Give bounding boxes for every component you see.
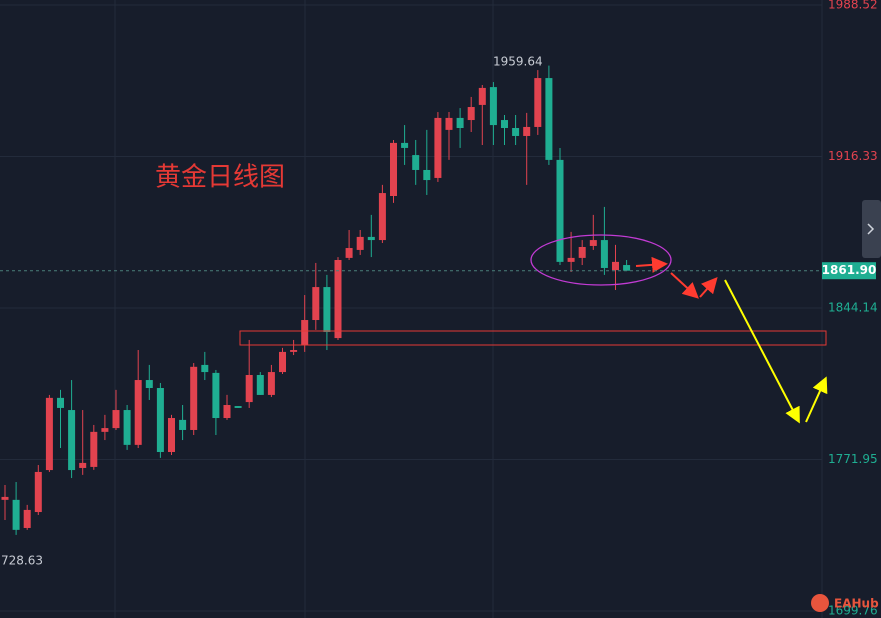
candle-body	[567, 257, 575, 262]
candle-body	[223, 405, 231, 419]
candle-body	[523, 126, 531, 136]
candle-body	[12, 499, 20, 530]
candle-body	[101, 428, 109, 432]
scroll-handle[interactable]	[862, 200, 881, 258]
chart-title: 黄金日线图	[155, 163, 285, 193]
candle-body	[345, 248, 353, 258]
y-tick-label: 1988.52	[828, 0, 878, 11]
high-label: 1959.64	[493, 55, 543, 69]
candle-body	[378, 193, 386, 241]
candle-body	[589, 240, 597, 246]
red-arrow	[699, 277, 718, 298]
highlight-ellipse	[530, 234, 672, 286]
candle-body	[168, 418, 175, 453]
candle-body	[501, 120, 508, 129]
candle-body	[356, 236, 364, 250]
candle-body	[401, 142, 409, 148]
candle-body	[134, 380, 142, 445]
candle-body	[545, 78, 553, 160]
support-zone	[239, 330, 827, 346]
candles	[1, 65, 631, 535]
candle-body	[512, 128, 520, 136]
candle-body	[234, 406, 242, 408]
candle-body	[623, 265, 631, 271]
candle-body	[79, 462, 87, 468]
red-arrow	[670, 272, 699, 299]
candle-body	[201, 364, 209, 373]
candle-body	[57, 397, 64, 408]
candle-body	[179, 419, 187, 430]
yellow-arrow	[805, 376, 828, 423]
watermark: EAHub	[834, 597, 879, 611]
candle-body	[90, 431, 98, 467]
candle-body	[156, 388, 164, 453]
y-tick-label: 1699.76	[828, 603, 878, 617]
candle-body	[312, 287, 320, 321]
candle-body	[600, 240, 608, 268]
candle-body	[456, 117, 464, 129]
y-tick-label: 1916.33	[828, 149, 878, 163]
candle-body	[45, 397, 53, 471]
candle-body	[489, 87, 497, 126]
red-arrow	[635, 256, 668, 273]
candle-body	[612, 261, 619, 271]
last-price-label: 1861.90	[822, 263, 877, 277]
watermark-icon	[811, 594, 829, 612]
candle-body	[123, 410, 131, 445]
candle-body	[245, 374, 253, 403]
candle-body	[478, 87, 486, 105]
candle-body	[212, 372, 220, 419]
candle-body	[367, 236, 375, 241]
y-tick-label: 1771.95	[828, 452, 878, 466]
candle-body	[1, 496, 9, 500]
candle-body	[267, 372, 275, 395]
candle-body	[467, 107, 475, 121]
candle-body	[34, 471, 42, 513]
candle-body	[68, 410, 76, 471]
candle-body	[112, 410, 120, 429]
candle-body	[534, 78, 542, 127]
candle-body	[334, 260, 342, 339]
candle-body	[145, 380, 153, 389]
candle-body	[323, 287, 331, 332]
candle-body	[301, 320, 309, 345]
candle-body	[190, 366, 198, 430]
y-tick-label: 1844.14	[828, 300, 878, 314]
candle-body	[256, 374, 264, 395]
candle-body	[412, 155, 420, 170]
candle-body	[423, 169, 431, 181]
candle-body	[578, 246, 586, 258]
candle-body	[290, 350, 298, 352]
last-price-tag	[822, 262, 876, 280]
candle-body	[445, 117, 453, 130]
candle-body	[434, 117, 442, 178]
candle-body	[390, 142, 397, 196]
yellow-arrow	[724, 279, 800, 424]
low-label: 728.63	[1, 554, 43, 568]
candle-body	[23, 509, 31, 528]
candle-body	[556, 159, 564, 262]
candle-body	[279, 351, 286, 373]
scroll-icon	[867, 223, 875, 235]
